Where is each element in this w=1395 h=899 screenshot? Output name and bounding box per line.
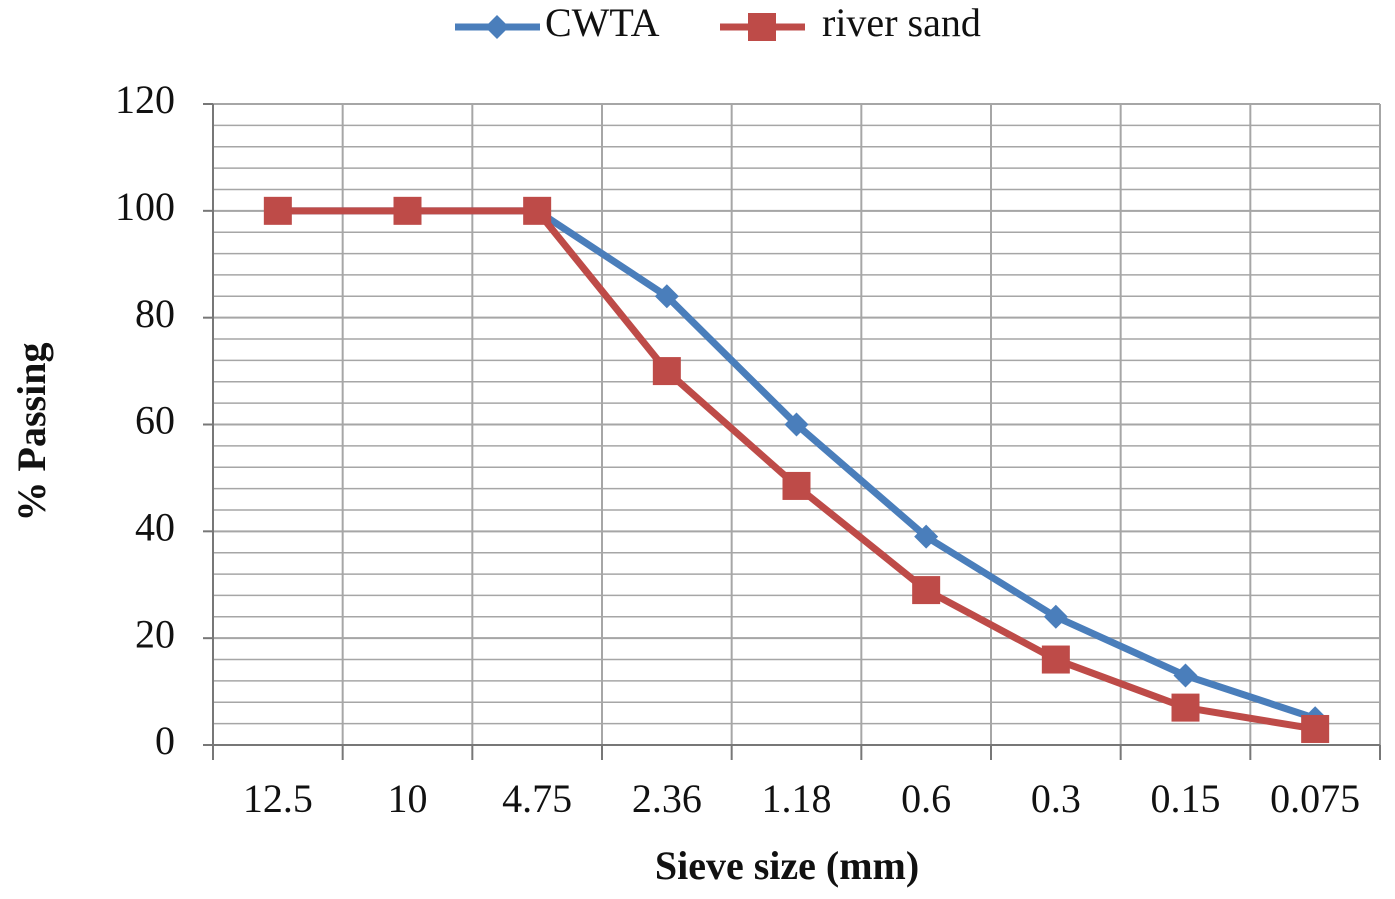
x-tick-label: 0.3 (1031, 776, 1081, 821)
y-tick-label: 20 (135, 611, 175, 656)
y-tick-label: 80 (135, 291, 175, 336)
series-line (277, 207, 1317, 722)
x-tick-label: 12.5 (243, 776, 313, 821)
y-tick-label: 60 (135, 398, 175, 443)
data-point (1173, 663, 1198, 688)
x-tick-label: 2.36 (632, 776, 702, 821)
data-point (782, 471, 811, 500)
data-point (1301, 714, 1330, 743)
data-point (1171, 693, 1200, 722)
data-point (523, 196, 552, 225)
data-point (912, 576, 941, 605)
data-point (393, 196, 422, 225)
y-tick-label: 0 (155, 718, 175, 763)
x-tick-label: 0.075 (1270, 776, 1360, 821)
series-line (277, 207, 1316, 733)
x-tick-label: 10 (388, 776, 428, 821)
y-tick-label: 100 (115, 184, 175, 229)
data-point (263, 196, 292, 225)
data-point (652, 357, 681, 386)
data-point (1043, 604, 1068, 629)
x-axis-title: Sieve size (mm) (655, 843, 919, 888)
data-point (914, 524, 939, 549)
x-tick-label: 1.18 (762, 776, 832, 821)
x-tick-label: 0.15 (1151, 776, 1221, 821)
legend-label: river sand (822, 0, 981, 45)
y-axis-title: % Passing (9, 343, 54, 522)
legend-label: CWTA (545, 0, 660, 45)
data-point (784, 412, 809, 437)
y-tick-label: 40 (135, 505, 175, 550)
x-tick-label: 0.6 (901, 776, 951, 821)
legend-marker (485, 15, 509, 39)
x-tick-label: 4.75 (502, 776, 572, 821)
data-point (654, 284, 679, 309)
y-tick-label: 120 (115, 77, 175, 122)
legend-marker (748, 13, 776, 41)
data-point (1041, 645, 1070, 674)
